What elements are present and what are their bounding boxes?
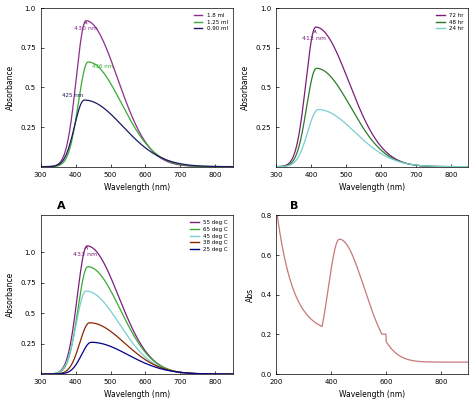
Text: 436 nm: 436 nm: [92, 64, 114, 69]
Text: 425 nm: 425 nm: [62, 93, 83, 98]
Y-axis label: Absorbance: Absorbance: [241, 65, 250, 110]
Text: 413 nm: 413 nm: [302, 30, 327, 41]
X-axis label: Wavelength (nm): Wavelength (nm): [339, 390, 405, 399]
Legend: 72 hr, 48 hr, 24 hr: 72 hr, 48 hr, 24 hr: [434, 11, 465, 34]
X-axis label: Wavelength (nm): Wavelength (nm): [104, 390, 170, 399]
X-axis label: Wavelength (nm): Wavelength (nm): [104, 183, 170, 192]
Text: 430 nm: 430 nm: [74, 21, 98, 31]
Y-axis label: Absorbance: Absorbance: [6, 65, 15, 110]
Text: 433 nm: 433 nm: [73, 246, 97, 257]
Legend: 55 deg C, 65 deg C, 45 deg C, 38 deg C, 25 deg C: 55 deg C, 65 deg C, 45 deg C, 38 deg C, …: [188, 218, 230, 254]
Text: A: A: [57, 200, 66, 211]
X-axis label: Wavelength (nm): Wavelength (nm): [339, 183, 405, 192]
Legend: 1.8 ml, 1.25 ml, 0.90 ml: 1.8 ml, 1.25 ml, 0.90 ml: [192, 11, 230, 34]
Y-axis label: Abs: Abs: [246, 288, 255, 302]
Y-axis label: Absorbance: Absorbance: [6, 272, 15, 318]
Text: B: B: [290, 200, 298, 211]
